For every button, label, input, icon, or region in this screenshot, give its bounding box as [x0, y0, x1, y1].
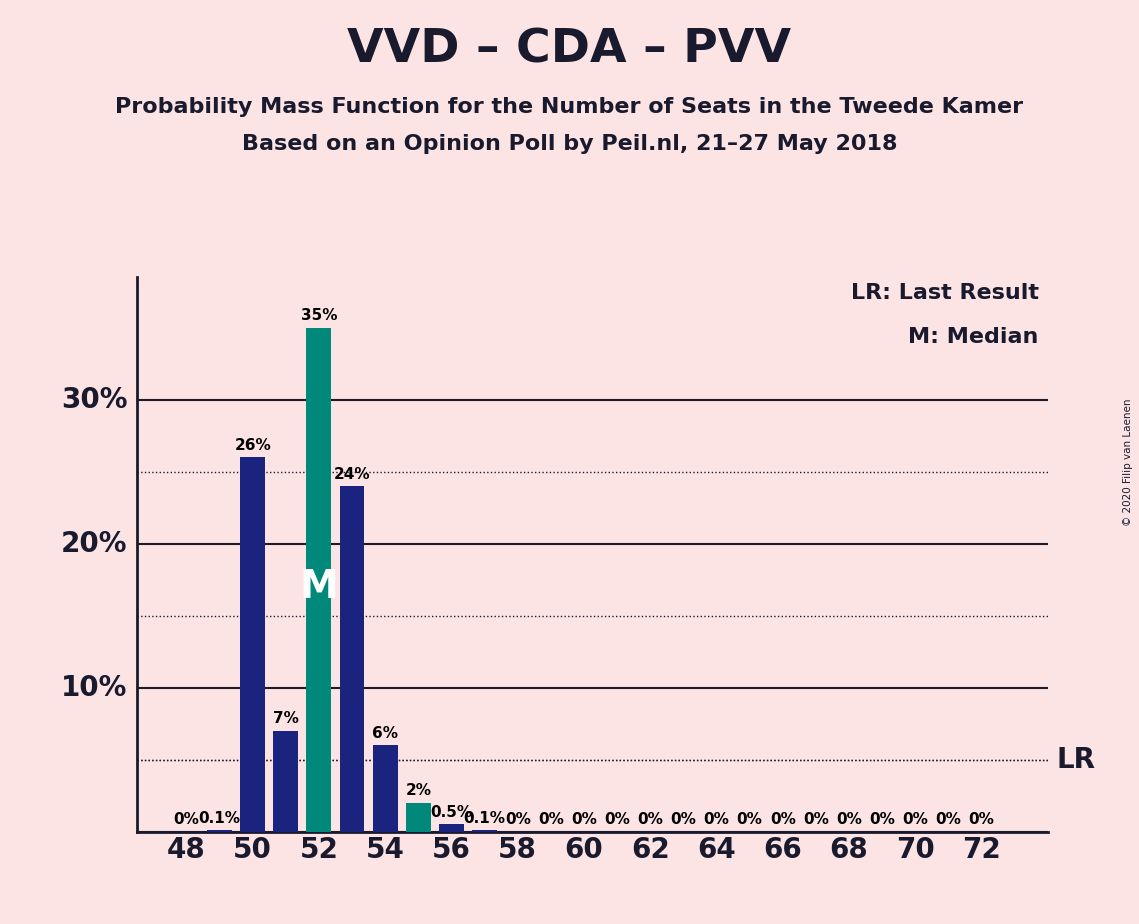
Text: 0%: 0% [604, 812, 630, 827]
Text: 0%: 0% [770, 812, 796, 827]
Text: 6%: 6% [372, 726, 399, 741]
Text: 0%: 0% [803, 812, 829, 827]
Text: 0%: 0% [704, 812, 729, 827]
Bar [306, 328, 331, 832]
Text: 0%: 0% [869, 812, 895, 827]
Text: 0%: 0% [173, 812, 199, 827]
Bar [473, 830, 497, 832]
Text: 7%: 7% [273, 711, 298, 726]
Text: 10%: 10% [62, 674, 128, 701]
Text: 0%: 0% [638, 812, 663, 827]
Text: 30%: 30% [62, 385, 128, 414]
Text: 0%: 0% [902, 812, 928, 827]
Text: © 2020 Filip van Laenen: © 2020 Filip van Laenen [1123, 398, 1133, 526]
Text: 2%: 2% [405, 784, 432, 798]
Bar [439, 824, 464, 832]
Bar [240, 457, 265, 832]
Text: 0%: 0% [571, 812, 597, 827]
Text: 0.1%: 0.1% [464, 811, 506, 826]
Bar [207, 830, 232, 832]
Bar [372, 745, 398, 832]
Text: 0%: 0% [505, 812, 531, 827]
Text: 24%: 24% [334, 467, 370, 481]
Text: M: Median: M: Median [909, 327, 1039, 347]
Text: 26%: 26% [235, 438, 271, 453]
Text: 35%: 35% [301, 309, 337, 323]
Bar [405, 803, 431, 832]
Text: 0.5%: 0.5% [431, 805, 473, 821]
Bar [339, 486, 364, 832]
Text: LR: Last Result: LR: Last Result [851, 283, 1039, 303]
Text: Based on an Opinion Poll by Peil.nl, 21–27 May 2018: Based on an Opinion Poll by Peil.nl, 21–… [241, 134, 898, 154]
Text: 0.1%: 0.1% [198, 811, 240, 826]
Text: 0%: 0% [836, 812, 862, 827]
Text: VVD – CDA – PVV: VVD – CDA – PVV [347, 28, 792, 73]
Text: 0%: 0% [671, 812, 696, 827]
Text: 0%: 0% [968, 812, 994, 827]
Text: 0%: 0% [737, 812, 763, 827]
Text: Probability Mass Function for the Number of Seats in the Tweede Kamer: Probability Mass Function for the Number… [115, 97, 1024, 117]
Text: 0%: 0% [538, 812, 564, 827]
Text: 0%: 0% [935, 812, 961, 827]
Text: 20%: 20% [62, 529, 128, 557]
Text: LR: LR [1057, 746, 1096, 773]
Bar [273, 731, 298, 832]
Text: M: M [300, 568, 338, 606]
